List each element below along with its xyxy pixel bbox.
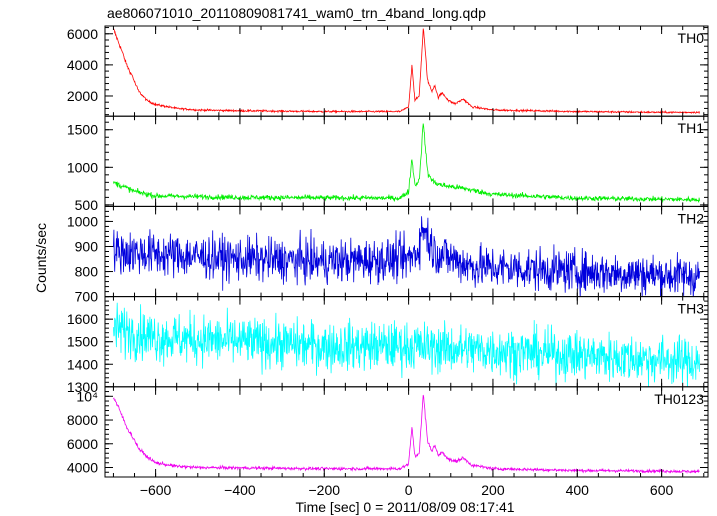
panel-label-th1: TH1 <box>678 120 705 136</box>
y-tick-label: 1400 <box>67 356 98 372</box>
panel-frame <box>104 25 709 117</box>
series-th3-line <box>113 302 700 387</box>
y-tick-label: 1600 <box>67 311 98 327</box>
chart-title: ae806071010_20110809081741_wam0_trn_4ban… <box>107 5 486 21</box>
panel-label-th0: TH0 <box>678 30 705 46</box>
x-tick-label: −400 <box>224 482 256 498</box>
x-tick-label: −200 <box>308 482 340 498</box>
x-tick-label: 0 <box>405 482 413 498</box>
y-tick-label: 6000 <box>67 436 98 452</box>
y-tick-label: 1000 <box>67 213 98 229</box>
y-tick-label: 900 <box>75 238 99 254</box>
x-axis-label: Time [sec] 0 = 2011/08/09 08:17:41 <box>295 499 514 515</box>
panel-th0123: 4000 6000 8000 10⁴ TH0123 <box>67 386 709 478</box>
series-th2-line <box>113 216 700 297</box>
x-tick-label: −600 <box>140 482 172 498</box>
y-tick-label: 6000 <box>67 26 98 42</box>
y-tick-label: 1300 <box>67 379 98 395</box>
y-axis-label: Counts/sec <box>33 223 49 293</box>
panel-frame <box>104 386 709 478</box>
panel-label-th0123: TH0123 <box>654 391 704 407</box>
panel-th1: 500 1000 1500 TH1 <box>67 115 709 213</box>
series-th0-line <box>113 27 700 115</box>
y-tick-label: 1000 <box>67 159 98 175</box>
y-tick-label: 800 <box>75 264 99 280</box>
x-tick-label: 400 <box>566 482 590 498</box>
y-tick-label: 8000 <box>67 412 98 428</box>
x-tick-label: 600 <box>650 482 674 498</box>
panel-label-th2: TH2 <box>678 210 705 226</box>
series-th0123-line <box>113 394 700 475</box>
panel-th3: 1300 1400 1500 1600 TH3 <box>67 296 709 395</box>
y-tick-label: 2000 <box>67 88 98 104</box>
y-tick-label: 1500 <box>67 122 98 138</box>
y-tick-label: 4000 <box>67 57 98 73</box>
y-tick-label: 4000 <box>67 460 98 476</box>
y-tick-label: 500 <box>75 197 99 213</box>
y-tick-label: 1500 <box>67 334 98 350</box>
x-axis: −600 −400 −200 0 200 400 600 <box>140 482 674 498</box>
y-tick-label: 700 <box>75 289 99 305</box>
series-th1-line <box>113 123 700 204</box>
panel-th2: 700 800 900 1000 TH2 <box>67 205 709 305</box>
x-tick-label: 200 <box>481 482 505 498</box>
y-tick-label: 10⁴ <box>76 388 98 404</box>
panel-th0: 2000 4000 6000 TH0 <box>67 25 709 117</box>
panel-label-th3: TH3 <box>678 301 705 317</box>
